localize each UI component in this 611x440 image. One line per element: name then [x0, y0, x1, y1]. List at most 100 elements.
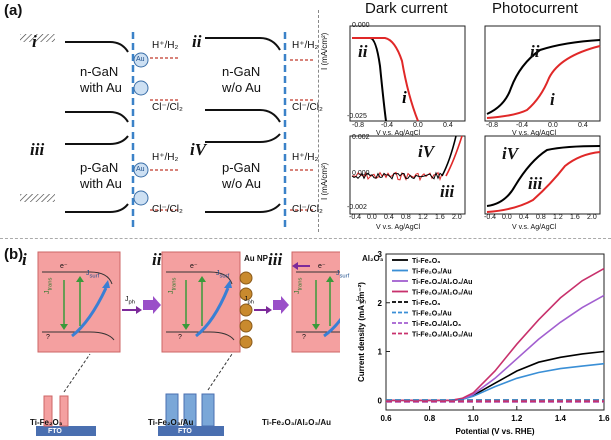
conduction-band	[205, 37, 281, 51]
y-axis-label: Current density (mA cm⁻²)	[357, 282, 366, 382]
main-chart: 0.6 0.8 1.0 1.2 1.4 1.6 0 1 2 3 Potential (V vs. R…	[357, 250, 610, 436]
xtick-dark-bottom-6: 2.0	[452, 214, 462, 221]
jtrans-i: Jtrans	[44, 278, 53, 294]
series-line-1	[386, 362, 605, 402]
iv-plot-photo-top	[484, 25, 601, 122]
conduction-band	[65, 135, 129, 145]
label-p-gan-with-au-2: with Au	[80, 176, 122, 191]
xtick-dark-top-2: 0.0	[413, 122, 423, 129]
jsurf-i-sub: surf	[89, 273, 100, 280]
curve-iv	[441, 135, 457, 177]
jtrans-iii-sub: trans	[297, 277, 304, 291]
jph-ii-sub: ph	[247, 299, 254, 306]
jsurf-iii-sub: surf	[339, 273, 350, 280]
x-tick-label: 1.0	[468, 414, 480, 423]
valence-band	[205, 203, 281, 213]
hematite-block	[161, 251, 241, 353]
valence-band	[65, 111, 129, 123]
xlabel-photo-top: V v.s. Ag/AgCl	[512, 130, 557, 137]
caption-iii: Ti-Fe₂O₃/Al₂O₃/Au	[262, 418, 332, 427]
au-label-iii: Au	[136, 166, 145, 173]
schematic-iii: ✕	[291, 251, 340, 353]
curve-iv-noise	[351, 171, 443, 180]
band-diagram-i	[20, 32, 180, 130]
xtick-dark-top-1: -0.4	[381, 122, 394, 129]
ylabel-bottom: I (mA/cm²)	[320, 162, 329, 200]
jtrans-i-sub: trans	[47, 277, 54, 291]
x-tick-label: 1.2	[511, 414, 523, 423]
roman-b-iii: iii	[268, 250, 283, 269]
plot-frame	[349, 25, 466, 122]
question-iii: ?	[302, 334, 306, 341]
au-sphere-i-lower	[133, 80, 149, 96]
x-tick-label: 1.4	[555, 414, 567, 423]
fto-label-ii: FTO	[178, 428, 192, 435]
roman-b-i: i	[22, 250, 27, 269]
au-np-label: Au NP	[244, 254, 268, 263]
xtick-dark-bottom-1: 0.0	[367, 214, 377, 221]
jph-iii-main: J	[356, 296, 360, 303]
fto-layer	[158, 426, 224, 436]
jph-ii-main: J	[244, 296, 248, 303]
label-n-gan-wo-au-1: n-GaN	[222, 64, 261, 79]
jtrans-iii: Jtrans	[294, 278, 303, 294]
label-p-gan-with-au-1: p-GaN	[80, 160, 119, 175]
au-label-i: Au	[136, 56, 145, 63]
jph-iii: Jph	[356, 296, 366, 305]
curve-label-i-photo: i	[550, 90, 555, 109]
panel-a-letter: (a)	[4, 2, 23, 19]
jph-i: Jph	[125, 296, 135, 305]
jtrans-ii: Jtrans	[168, 278, 177, 294]
xtick-photo-bottom-3: 0.8	[536, 214, 546, 221]
label-n-gan-wo-au-2: w/o Au	[222, 80, 262, 95]
divider-vertical	[318, 10, 319, 232]
plot-frame	[484, 25, 601, 122]
redox-h-ii: H⁺/H₂	[292, 40, 319, 51]
fto-layer	[36, 426, 96, 436]
xtick-photo-bottom-6: 2.0	[587, 214, 597, 221]
jtrans-i-main: J	[44, 290, 51, 295]
legend-label-5: Ti-Fe₂O₃/Au	[412, 311, 452, 318]
schematic-i	[36, 251, 142, 436]
jph-i-sub: ph	[128, 299, 135, 306]
xtick-dark-bottom-5: 1.6	[435, 214, 445, 221]
purple-arrow-1	[143, 296, 161, 314]
label-n-gan-with-au-1: n-GaN	[80, 64, 119, 79]
xlabel-photo-bottom: V v.s. Ag/AgCl	[512, 224, 557, 231]
xtick-photo-top-0: -0.8	[486, 122, 499, 129]
ytick-dark-top-1: -0.025	[347, 113, 367, 120]
schematic-ii	[158, 251, 272, 436]
y-tick-label: 2	[378, 299, 383, 308]
curve-i	[486, 45, 601, 119]
fto-label-i: FTO	[48, 428, 62, 435]
ytick-dark-bottom-2: -0.002	[347, 204, 367, 211]
xtick-photo-bottom-5: 1.6	[570, 214, 580, 221]
xtick-dark-top-3: 0.4	[443, 122, 453, 129]
redox-cl-i: Cl⁻/Cl₂	[152, 102, 183, 113]
band-line	[42, 271, 113, 285]
y-tick-label: 1	[378, 348, 383, 357]
divider-horizontal	[0, 238, 611, 239]
legend-label-1: Ti-Fe₂O₃/Au	[412, 269, 452, 276]
conduction-band	[205, 133, 281, 143]
band-line	[42, 331, 115, 341]
x-tick-label: 0.8	[424, 414, 436, 423]
roman-b-ii: ii	[152, 250, 162, 269]
electron-ii: e⁻	[190, 263, 198, 270]
plot-frame	[484, 135, 601, 215]
legend-label-7: Ti-Fe₂O₃/Al₂O₃/Au	[412, 332, 472, 339]
ytick-dark-bottom-1: 0.000	[352, 170, 370, 177]
panel-b-letter: (b)	[4, 246, 24, 263]
xtick-photo-top-2: 0.0	[548, 122, 558, 129]
redox-h-iv: H⁺/H₂	[292, 152, 319, 163]
roman-iii: iii	[30, 140, 45, 159]
xtick-photo-bottom-4: 1.2	[553, 214, 563, 221]
band-diagram-iv	[205, 132, 315, 230]
iv-plot-photo-bottom	[484, 135, 601, 215]
legend-label-2: Ti-Fe₂O₃/Al₂O₃/Au	[412, 279, 472, 286]
legend-label-4: Ti-Fe₂O₃	[412, 300, 440, 307]
curve-iii	[486, 151, 601, 213]
legend-label-0: Ti-Fe₂O₃	[412, 258, 440, 265]
xtick-dark-top-0: -0.8	[352, 122, 365, 129]
curve-label-iv-photo: iV	[502, 144, 519, 163]
